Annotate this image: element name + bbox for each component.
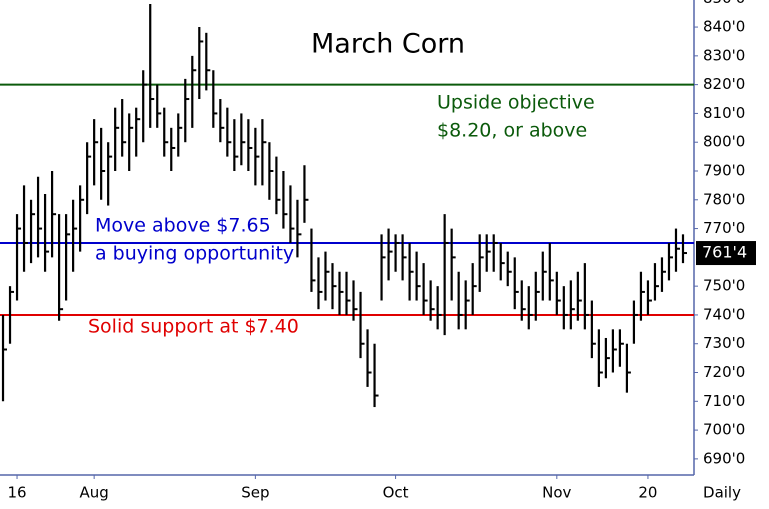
y-tick-label: 810'0	[703, 104, 745, 122]
y-tick-label: 850'0	[703, 0, 745, 7]
y-tick-label: 750'0	[703, 277, 745, 295]
x-axis-label: Daily	[703, 484, 741, 502]
last-price-label: 761'4	[702, 243, 747, 262]
x-tick-label: 16	[7, 484, 26, 502]
x-tick-label: Nov	[542, 484, 571, 502]
annotation: Solid support at $7.40	[88, 316, 299, 338]
y-tick-label: 840'0	[703, 18, 745, 36]
annotation: $8.20, or above	[437, 120, 587, 142]
y-tick-label: 700'0	[703, 421, 745, 439]
x-tick-label: 20	[638, 484, 657, 502]
y-tick-label: 720'0	[703, 363, 745, 381]
x-tick-label: Oct	[383, 484, 409, 502]
y-tick-label: 830'0	[703, 46, 745, 64]
last-price-box	[696, 241, 756, 266]
y-tick-label: 740'0	[703, 305, 745, 323]
annotation: Upside objective	[437, 92, 595, 114]
y-tick-label: 820'0	[703, 75, 745, 93]
x-tick-label: Sep	[241, 484, 269, 502]
y-tick-label: 710'0	[703, 392, 745, 410]
annotation: a buying opportunity	[95, 243, 294, 265]
y-tick-label: 690'0	[703, 449, 745, 467]
y-tick-label: 730'0	[703, 334, 745, 352]
y-tick-label: 800'0	[703, 133, 745, 151]
x-tick-label: Aug	[79, 484, 108, 502]
annotation: Move above $7.65	[95, 215, 271, 237]
y-tick-label: 790'0	[703, 162, 745, 180]
y-tick-label: 770'0	[703, 219, 745, 237]
y-tick-label: 780'0	[703, 190, 745, 208]
chart-title: March Corn	[311, 29, 465, 60]
